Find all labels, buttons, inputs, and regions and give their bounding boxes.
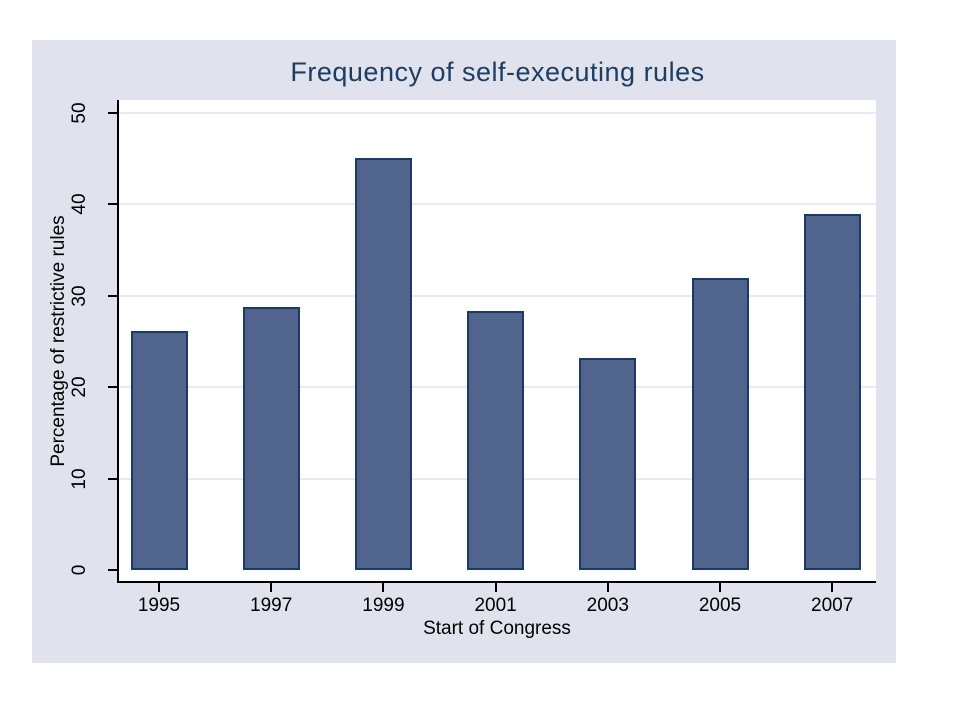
x-tick-label-2001: 2001: [474, 595, 517, 616]
y-tick-label-0: 0: [69, 564, 90, 576]
y-tick-30: [108, 294, 117, 297]
x-tick-label-2003: 2003: [586, 595, 629, 616]
y-tick-10: [108, 477, 117, 480]
y-tick-20: [108, 386, 117, 389]
x-tick-2003: [606, 583, 609, 592]
bar-2001: [467, 311, 525, 570]
gridline-y50: [119, 112, 876, 114]
x-tick-label-2005: 2005: [698, 595, 742, 616]
x-tick-label-2007: 2007: [811, 595, 854, 616]
chart-title: Frequency of self-executing rules: [290, 57, 705, 87]
y-tick-label-20: 20: [69, 376, 90, 398]
y-tick-label-50: 50: [69, 102, 90, 124]
x-tick-2005: [719, 583, 721, 592]
y-tick-label-10: 10: [69, 468, 90, 490]
bar-2003: [579, 357, 637, 570]
bar-2005: [691, 277, 749, 570]
y-tick-label-40: 40: [69, 193, 90, 215]
x-tick-1995: [158, 583, 160, 592]
y-tick-50: [108, 112, 117, 114]
x-tick-1997: [270, 583, 273, 592]
x-tick-2001: [494, 583, 497, 592]
bar-1999: [354, 157, 412, 570]
bar-1995: [130, 330, 188, 570]
gridline-y40: [119, 203, 876, 206]
chart-canvas: Frequency of self-executing rules Percen…: [32, 40, 896, 663]
y-tick-0: [108, 569, 117, 571]
gridline-y30: [119, 294, 876, 297]
plot-area: [117, 100, 876, 583]
x-axis-label: Start of Congress: [423, 618, 571, 639]
x-tick-1999: [382, 583, 385, 592]
x-tick-2007: [831, 583, 834, 592]
bar-1997: [242, 306, 300, 570]
y-tick-40: [108, 203, 117, 206]
x-tick-label-1995: 1995: [137, 595, 181, 616]
x-tick-label-1999: 1999: [362, 595, 405, 616]
y-tick-label-30: 30: [69, 285, 90, 307]
bar-2007: [803, 213, 861, 570]
x-tick-label-1997: 1997: [250, 595, 293, 616]
